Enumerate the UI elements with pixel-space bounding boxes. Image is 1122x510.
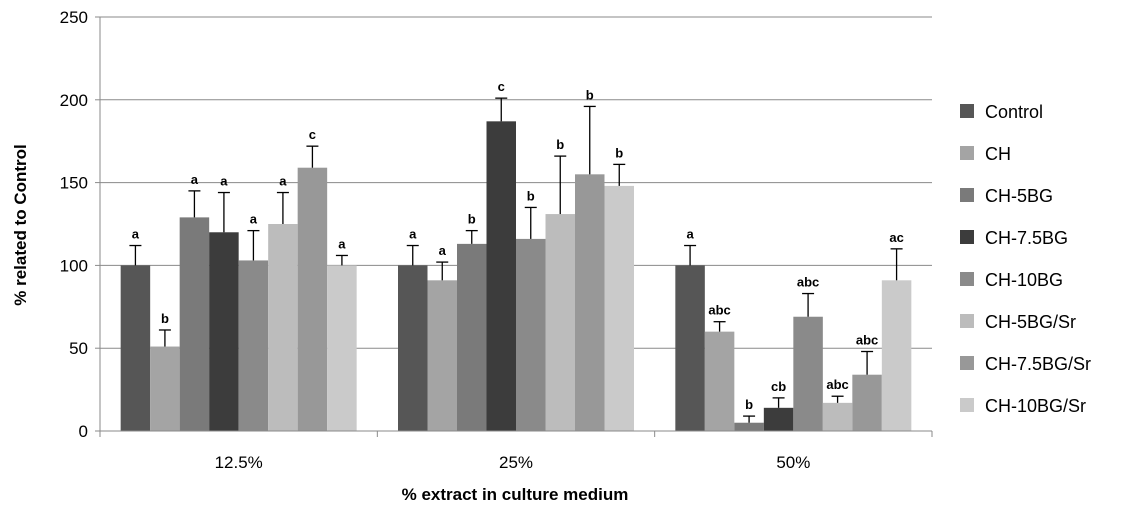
bar bbox=[545, 214, 575, 431]
significance-label: a bbox=[279, 174, 287, 189]
y-axis-title: % related to Control bbox=[11, 144, 30, 306]
significance-label: cb bbox=[771, 379, 786, 394]
bar bbox=[209, 232, 239, 431]
bar bbox=[793, 316, 823, 431]
bar bbox=[516, 238, 546, 431]
bar bbox=[822, 402, 853, 431]
significance-label: b bbox=[468, 212, 476, 227]
legend-label: CH-7.5BG/Sr bbox=[985, 354, 1091, 374]
y-tick-label: 100 bbox=[60, 256, 88, 275]
bar bbox=[120, 265, 151, 431]
bar bbox=[427, 280, 457, 431]
legend-label: CH-5BG bbox=[985, 186, 1053, 206]
legend-swatch bbox=[960, 146, 974, 160]
y-tick-label: 150 bbox=[60, 174, 88, 193]
legend-label: CH-7.5BG bbox=[985, 228, 1068, 248]
axes bbox=[95, 16, 933, 437]
tick-labels: 0 50 100 150 200 250 12.5% 25% 50% bbox=[60, 8, 811, 472]
significance-label: a bbox=[338, 236, 346, 251]
significance-label: b bbox=[161, 311, 169, 326]
bar bbox=[734, 422, 764, 431]
legend-swatch bbox=[960, 314, 974, 328]
legend-swatch bbox=[960, 104, 974, 118]
bar bbox=[852, 374, 882, 431]
significance-label: c bbox=[309, 127, 316, 142]
legend-label: Control bbox=[985, 102, 1043, 122]
significance-label: a bbox=[191, 172, 199, 187]
significance-label: b bbox=[745, 397, 753, 412]
significance-label: a bbox=[439, 243, 447, 258]
bar bbox=[457, 243, 487, 431]
significance-label: b bbox=[527, 188, 535, 203]
significance-label: b bbox=[615, 145, 623, 160]
bar bbox=[150, 346, 180, 431]
legend-label: CH-10BG bbox=[985, 270, 1063, 290]
significance-label: a bbox=[250, 212, 258, 227]
bar bbox=[675, 265, 705, 431]
bar bbox=[179, 217, 210, 431]
significance-label: abc bbox=[797, 275, 819, 290]
legend-swatch bbox=[960, 188, 974, 202]
legend-label: CH-10BG/Sr bbox=[985, 396, 1086, 416]
legend-swatch bbox=[960, 356, 974, 370]
significance-label: abc bbox=[826, 377, 848, 392]
significance-label: a bbox=[220, 174, 228, 189]
legend-label: CH bbox=[985, 144, 1011, 164]
bar bbox=[297, 167, 328, 432]
y-tick-label: 0 bbox=[79, 422, 88, 441]
y-tick-label: 50 bbox=[69, 339, 88, 358]
x-tick-label: 50% bbox=[776, 453, 810, 472]
significance-label: a bbox=[132, 227, 140, 242]
bar bbox=[268, 224, 298, 431]
significance-label: a bbox=[686, 227, 694, 242]
legend-label: CH-5BG/Sr bbox=[985, 312, 1076, 332]
bar bbox=[704, 331, 735, 431]
significance-label: abc bbox=[708, 303, 730, 318]
legend-swatch bbox=[960, 272, 974, 286]
bar bbox=[763, 407, 794, 431]
bar bbox=[398, 265, 428, 431]
significance-label: b bbox=[556, 137, 564, 152]
significance-label: ac bbox=[889, 230, 903, 245]
significance-label: abc bbox=[856, 333, 878, 348]
x-tick-label: 25% bbox=[499, 453, 533, 472]
x-tick-label: 12.5% bbox=[215, 453, 263, 472]
bar bbox=[881, 280, 912, 431]
bar bbox=[238, 260, 269, 431]
y-tick-label: 200 bbox=[60, 91, 88, 110]
y-tick-label: 250 bbox=[60, 8, 88, 27]
legend-swatch bbox=[960, 398, 974, 412]
bar bbox=[575, 174, 605, 431]
bar bbox=[604, 185, 634, 431]
significance-label: c bbox=[498, 79, 505, 94]
legend-swatch bbox=[960, 230, 974, 244]
x-axis-title: % extract in culture medium bbox=[402, 485, 629, 504]
bar bbox=[486, 121, 516, 431]
legend: Control CH CH-5BG CH-7.5BG CH-10BG CH-5BG/Sr C… bbox=[960, 102, 1091, 416]
significance-label: a bbox=[409, 227, 417, 242]
bar bbox=[327, 265, 357, 431]
significance-label: b bbox=[586, 87, 594, 102]
